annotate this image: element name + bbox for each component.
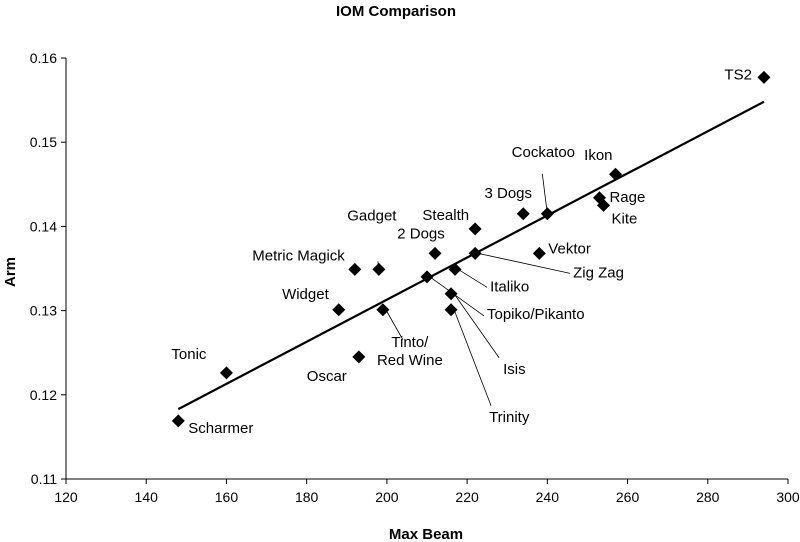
data-point-label: Cockatoo	[512, 144, 575, 161]
data-point	[468, 246, 482, 260]
chart-title: IOM Comparison	[336, 3, 456, 20]
label-leader-line	[429, 276, 485, 317]
data-point-label: Metric Magick	[252, 247, 345, 264]
x-tick-label: 140	[135, 489, 159, 505]
x-tick-label: 260	[616, 489, 640, 505]
y-tick-label: 0.11	[31, 471, 57, 487]
data-point	[444, 287, 458, 301]
x-tick-label: 120	[54, 489, 78, 505]
data-point-label: Stealth	[422, 207, 469, 224]
x-tick-label: 280	[696, 489, 720, 505]
data-point	[332, 303, 346, 317]
label-leader-line	[478, 252, 571, 274]
label-leader-line	[541, 173, 548, 214]
x-tick-label: 220	[455, 489, 479, 505]
data-point-label: Scharmer	[188, 420, 253, 437]
points-layer	[171, 70, 771, 428]
data-point-label: Trinity	[489, 409, 530, 426]
data-point-label: Ikon	[584, 147, 612, 164]
x-tick-label: 160	[215, 489, 239, 505]
data-point-label: TS2	[724, 66, 752, 83]
label-leader-line	[453, 293, 500, 358]
data-point	[372, 262, 386, 276]
y-tick-label: 0.12	[30, 387, 57, 403]
data-point	[444, 303, 458, 317]
data-point-label: Topiko/Pikanto	[487, 306, 585, 323]
data-point-label: Widget	[282, 286, 330, 303]
x-tick-label: 300	[776, 489, 800, 505]
label-leader-line	[385, 309, 404, 340]
data-point	[757, 70, 771, 84]
data-point	[448, 262, 462, 276]
data-point-label: Isis	[503, 361, 525, 378]
data-point-label: Gadget	[347, 207, 397, 224]
data-point-label: Kite	[611, 210, 637, 227]
data-point	[532, 246, 546, 260]
data-point-label: Tonic	[171, 346, 207, 363]
x-tick-label: 240	[536, 489, 560, 505]
data-point	[171, 414, 185, 428]
y-tick-label: 0.16	[30, 50, 57, 66]
data-point	[352, 350, 366, 364]
data-point	[540, 207, 554, 221]
data-point	[348, 262, 362, 276]
x-axis-label: Max Beam	[389, 526, 463, 542]
y-tick-label: 0.13	[30, 303, 57, 319]
data-point-label: 3 Dogs	[485, 185, 533, 202]
ticks-layer: 120 140 160 180 200 220 240 260 280 300 0.11 0.12 0.…	[30, 50, 800, 505]
data-point-label: Tinto/Red Wine	[377, 334, 443, 369]
data-point-label: Italiko	[490, 278, 529, 295]
label-leader-line	[457, 269, 488, 288]
data-point-label: Vektor	[548, 240, 591, 257]
x-tick-label: 180	[295, 489, 319, 505]
data-point-label: 2 Dogs	[397, 225, 445, 242]
point-labels-layer: TS2 Ikon Rage Kite Cockatoo 3 Dogs Stealth Vekt…	[171, 66, 752, 437]
y-axis-label: Arm	[2, 257, 19, 287]
data-point	[609, 167, 623, 181]
data-point	[376, 303, 390, 317]
y-tick-label: 0.15	[30, 134, 57, 150]
data-point	[420, 270, 434, 284]
data-point	[219, 366, 233, 380]
y-tick-label: 0.14	[30, 218, 57, 234]
data-point	[516, 207, 530, 221]
data-point-label: Zig Zag	[573, 264, 624, 281]
leader-layer	[377, 173, 571, 406]
data-point	[468, 222, 482, 236]
data-point-label: Oscar	[307, 368, 347, 385]
data-point	[428, 246, 442, 260]
x-tick-label: 200	[375, 489, 399, 505]
data-point	[596, 198, 610, 212]
data-point-label: Rage	[609, 189, 645, 206]
label-leader-line	[453, 309, 492, 406]
